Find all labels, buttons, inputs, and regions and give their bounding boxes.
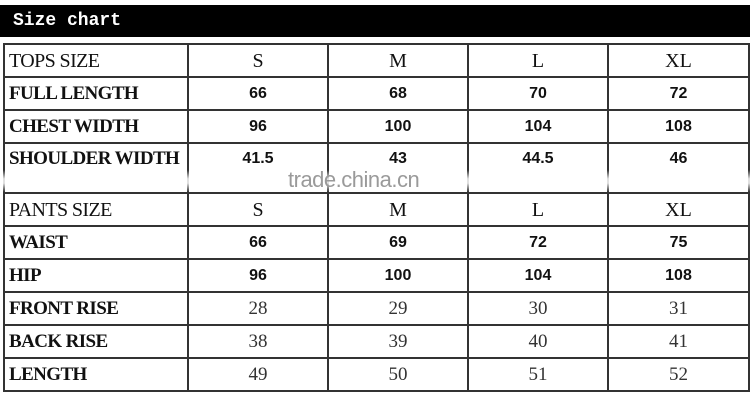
size-chart-table: TOPS SIZE S M L XL FULL LENGTH 66 68 70 … <box>3 43 750 392</box>
cell: 75 <box>607 225 750 260</box>
table-row: FULL LENGTH 66 68 70 72 <box>3 76 750 111</box>
row-label: BACK RISE <box>3 324 189 359</box>
size-l: L <box>467 43 609 78</box>
table-row: BACK RISE 38 39 40 41 <box>3 324 750 359</box>
table-row: CHEST WIDTH 96 100 104 108 <box>3 109 750 144</box>
cell: 68 <box>327 76 469 111</box>
size-s: S <box>187 43 329 78</box>
cell: 49 <box>187 357 329 392</box>
cell: 50 <box>327 357 469 392</box>
row-label: HIP <box>3 258 189 293</box>
cell: 100 <box>327 109 469 144</box>
cell: 96 <box>187 258 329 293</box>
size-l: L <box>467 192 609 227</box>
cell: 100 <box>327 258 469 293</box>
size-m: M <box>327 43 469 78</box>
cell: 66 <box>187 76 329 111</box>
table-row: FRONT RISE 28 29 30 31 <box>3 291 750 326</box>
table-row: HIP 96 100 104 108 <box>3 258 750 293</box>
cell: 40 <box>467 324 609 359</box>
cell: 31 <box>607 291 750 326</box>
cell: 108 <box>607 109 750 144</box>
row-label: FULL LENGTH <box>3 76 189 111</box>
cell: 29 <box>327 291 469 326</box>
row-label: WAIST <box>3 225 189 260</box>
cell: 38 <box>187 324 329 359</box>
cell: 72 <box>467 225 609 260</box>
watermark-band <box>0 170 750 192</box>
pants-header-row: PANTS SIZE S M L XL <box>3 192 750 227</box>
watermark: trade.china.cn <box>288 167 420 192</box>
cell: 69 <box>327 225 469 260</box>
table-row: LENGTH 49 50 51 52 <box>3 357 750 392</box>
cell: 41 <box>607 324 750 359</box>
cell: 51 <box>467 357 609 392</box>
row-label: LENGTH <box>3 357 189 392</box>
size-s: S <box>187 192 329 227</box>
cell: 30 <box>467 291 609 326</box>
row-label: FRONT RISE <box>3 291 189 326</box>
cell: 66 <box>187 225 329 260</box>
page-title: Size chart <box>13 11 122 31</box>
pants-size-label: PANTS SIZE <box>3 192 189 227</box>
size-xl: XL <box>607 43 750 78</box>
cell: 70 <box>467 76 609 111</box>
cell: 104 <box>467 109 609 144</box>
row-label: CHEST WIDTH <box>3 109 189 144</box>
cell: 104 <box>467 258 609 293</box>
cell: 39 <box>327 324 469 359</box>
tops-header-row: TOPS SIZE S M L XL <box>3 43 750 78</box>
title-bar: Size chart <box>0 5 750 37</box>
cell: 72 <box>607 76 750 111</box>
size-m: M <box>327 192 469 227</box>
cell: 28 <box>187 291 329 326</box>
tops-size-label: TOPS SIZE <box>3 43 189 78</box>
table-row: WAIST 66 69 72 75 <box>3 225 750 260</box>
cell: 108 <box>607 258 750 293</box>
cell: 52 <box>607 357 750 392</box>
cell: 96 <box>187 109 329 144</box>
size-xl: XL <box>607 192 750 227</box>
